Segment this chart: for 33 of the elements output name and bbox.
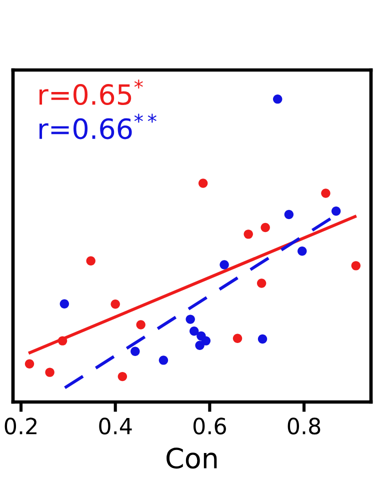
point bbox=[186, 314, 195, 324]
point bbox=[298, 246, 307, 256]
point bbox=[273, 94, 282, 104]
point bbox=[118, 372, 128, 382]
point bbox=[256, 278, 266, 288]
point bbox=[136, 320, 146, 330]
annotation: r=0.66$^{**}$ bbox=[40, 114, 156, 140]
x-tick-label: 0.4 bbox=[99, 418, 132, 434]
point bbox=[45, 368, 54, 377]
point bbox=[190, 326, 199, 336]
point bbox=[232, 334, 242, 343]
point bbox=[351, 261, 361, 270]
point bbox=[86, 256, 96, 266]
point bbox=[24, 359, 34, 368]
point bbox=[198, 178, 208, 188]
point bbox=[244, 230, 253, 239]
point bbox=[260, 222, 270, 232]
x-tick-label: 0.6 bbox=[193, 418, 226, 434]
x-tick-label: 0.8 bbox=[288, 418, 320, 434]
point bbox=[331, 206, 341, 216]
point bbox=[284, 210, 294, 220]
point bbox=[321, 188, 330, 198]
point bbox=[110, 300, 120, 309]
x-tick-label: 0.2 bbox=[4, 418, 36, 434]
x-axis-title: Con bbox=[166, 448, 217, 469]
point bbox=[60, 299, 70, 308]
annotation: r=0.65$^{*}$ bbox=[40, 80, 143, 106]
point bbox=[220, 260, 229, 270]
point bbox=[158, 356, 168, 365]
point bbox=[195, 340, 204, 350]
point bbox=[130, 346, 140, 356]
point bbox=[58, 336, 68, 346]
point bbox=[258, 334, 268, 344]
